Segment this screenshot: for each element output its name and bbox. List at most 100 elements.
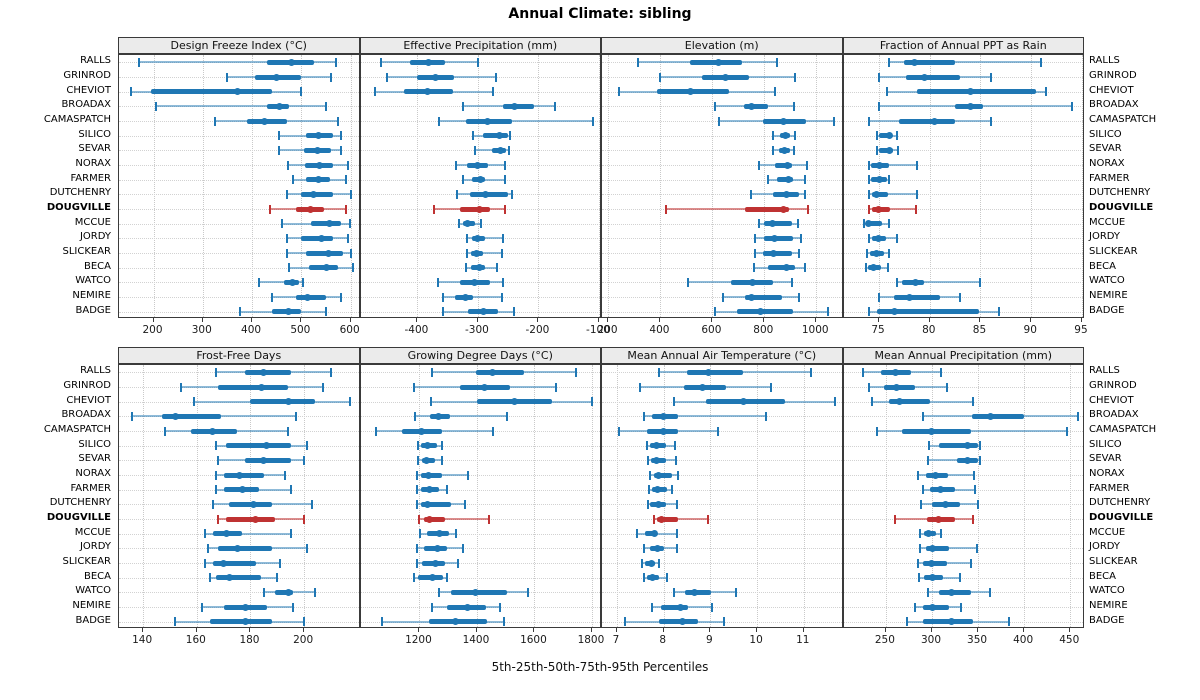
strip-fraction-of-annual-ppt-as-rain: Fraction of Annual PPT as Rain — [842, 37, 1084, 54]
whisker-cap-high — [511, 189, 514, 199]
iqr-box-silico — [939, 443, 979, 449]
whisker-cap-low — [919, 529, 921, 539]
whisker-cap-low — [154, 101, 157, 111]
median-dot-beca — [929, 574, 937, 582]
whisker-cap-high — [508, 145, 511, 155]
gridline-horizontal — [119, 165, 359, 166]
whisker-cap-high — [337, 116, 340, 126]
gridline-horizontal — [119, 297, 359, 298]
whisker-cap-low — [413, 573, 416, 583]
median-dot-jordy — [874, 234, 882, 242]
whisker-cap-high — [591, 116, 594, 126]
whisker-cap-high — [303, 455, 306, 465]
median-dot-farmer — [785, 176, 793, 184]
whisker-cap-low — [861, 367, 864, 377]
panel-elevation-m — [601, 54, 843, 318]
whisker-cap-high — [334, 57, 337, 67]
whisker-slickear — [467, 252, 503, 254]
median-dot-farmer — [936, 486, 944, 494]
x-tick — [1023, 628, 1025, 632]
whisker-cap-high — [959, 292, 962, 302]
gridline-vertical — [978, 365, 980, 627]
whisker-cap-low — [461, 101, 464, 111]
whisker-cap-low — [758, 219, 761, 229]
median-dot-watco — [284, 588, 292, 596]
gridline-horizontal — [602, 165, 842, 166]
x-tick-label: 300 — [191, 324, 212, 336]
median-dot-farmer — [875, 176, 883, 184]
whisker-cap-low — [386, 72, 389, 82]
median-dot-dutchenry — [423, 500, 431, 508]
whisker-cap-low — [862, 219, 865, 229]
whisker-cap-low — [917, 558, 920, 568]
median-dot-sevar — [496, 146, 504, 154]
row-label-left-watco: WATCO — [75, 585, 111, 597]
iqr-box-silico — [879, 133, 893, 139]
median-dot-beca — [429, 574, 437, 582]
gridline-horizontal — [602, 489, 842, 491]
median-dot-farmer — [653, 486, 661, 494]
whisker-cap-high — [492, 426, 495, 436]
whisker-cap-low — [418, 514, 421, 524]
x-tick-label: 200 — [597, 324, 618, 336]
whisker-cap-low — [918, 573, 921, 583]
row-label-right-norax: NORAX — [1089, 158, 1125, 169]
whisker-cap-high — [339, 131, 342, 141]
x-tick — [815, 318, 817, 322]
iqr-box-sevar — [245, 457, 291, 463]
panel-effective-precipitation-mm — [359, 54, 601, 318]
median-dot-silico — [263, 442, 271, 450]
whisker-cap-low — [917, 470, 920, 480]
median-dot-broadax — [987, 412, 995, 420]
median-dot-slickear — [432, 559, 440, 567]
row-label-right-farmer: FARMER — [1089, 172, 1130, 184]
median-dot-sevar — [423, 456, 431, 464]
iqr-box-dougville — [459, 206, 490, 212]
whisker-cap-high — [833, 116, 836, 126]
whisker-cap-high — [300, 87, 303, 97]
row-label-right-slickear: SLICKEAR — [1089, 246, 1138, 257]
gridline-vertical — [301, 55, 303, 317]
gridline-vertical — [660, 55, 662, 317]
whisker-cap-high — [348, 397, 351, 407]
whisker-cap-low — [431, 367, 434, 377]
row-label-left-silico: SILICO — [78, 438, 111, 450]
whisker-cap-low — [226, 72, 229, 82]
whisker-cap-high — [674, 441, 677, 451]
x-tick — [416, 318, 418, 322]
gridline-horizontal — [602, 563, 842, 564]
whisker-cap-high — [960, 602, 963, 612]
median-dot-dougville — [934, 515, 942, 523]
iqr-box-dougville — [657, 516, 679, 522]
row-label-left-watco: WATCO — [75, 275, 111, 287]
median-dot-slickear — [927, 559, 935, 567]
row-label-left-mccue: MCCUE — [74, 526, 111, 538]
row-label-left-jordy: JORDY — [79, 231, 111, 243]
median-dot-mccue — [865, 220, 873, 228]
whisker-cap-low — [214, 367, 217, 377]
iqr-box-norax — [654, 472, 673, 478]
whisker-cap-high — [590, 397, 593, 407]
gridline-vertical — [196, 365, 198, 627]
whisker-cap-low — [179, 382, 182, 392]
gridline-horizontal — [602, 460, 842, 462]
whisker-cap-low — [287, 160, 290, 170]
iqr-box-slickear — [306, 250, 344, 256]
whisker-cap-low — [867, 233, 870, 243]
row-label-right-camaspatch: CAMASPATCH — [1089, 114, 1157, 125]
iqr-box-nemire — [661, 604, 689, 610]
whisker-cap-high — [321, 382, 324, 392]
whisker-cap-low — [653, 514, 656, 524]
median-dot-dougville — [657, 515, 665, 523]
gridline-vertical — [1070, 365, 1072, 627]
whisker-cap-low — [867, 160, 870, 170]
whisker-dutchenry — [868, 193, 917, 196]
iqr-box-jordy — [301, 235, 334, 241]
median-dot-silico — [652, 442, 660, 450]
median-dot-cheviot — [896, 398, 904, 406]
gridline-vertical — [1081, 55, 1083, 317]
whisker-cap-high — [348, 219, 351, 229]
median-dot-ralls — [260, 368, 268, 376]
whisker-cap-low — [650, 602, 653, 612]
